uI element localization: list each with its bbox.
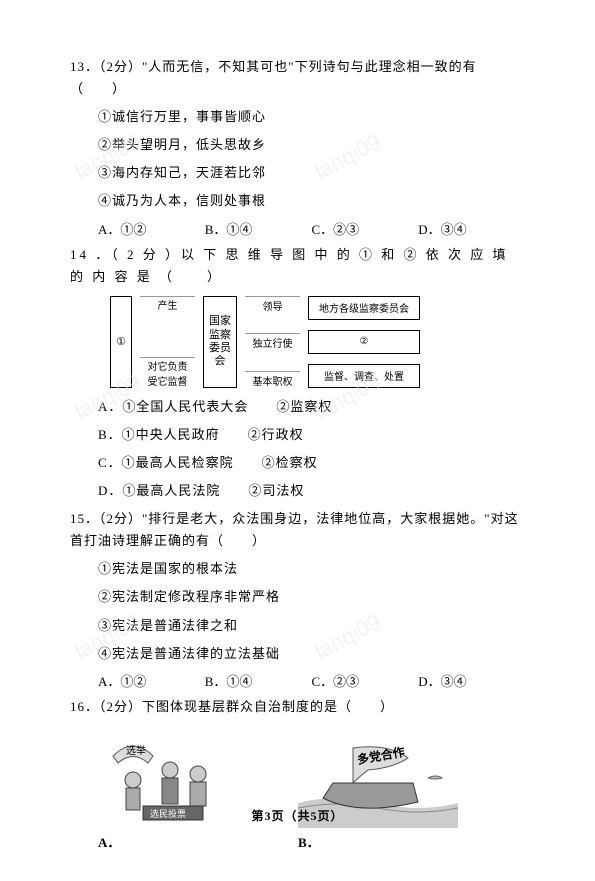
page-footer: 第3页（共5页） [0, 807, 595, 824]
diagram-arrows-left: 产生 对它负责 受它监督 [140, 296, 195, 388]
diagram-center-box: 国家 监察 委员 会 [203, 296, 237, 388]
q16-images: 选举 选民投票 A． [98, 728, 525, 851]
diagram-left-box: ① [110, 296, 132, 388]
diagram-arrows-right: 领导 独立行使 基本职权 [245, 296, 300, 388]
q15-stem: 15．（2分）"排行是老大，众法围身边，法律地位高，大家根据她。"对这首打油诗理… [70, 508, 525, 552]
q14-opt-b[interactable]: B．①中央人民政府 ②行政权 [70, 424, 525, 446]
q14-opt-d[interactable]: D．①最高人民法院 ②司法权 [70, 480, 525, 502]
q16-image-b[interactable]: 多党合作 B． [298, 728, 458, 851]
q13-item-3: ③海内存知己，天涯若比邻 [70, 162, 525, 184]
arrow-exercise: 独立行使 [245, 333, 300, 350]
q15-options: A．①② B．①④ C．②③ D．③④ [98, 671, 525, 690]
q13-item-1: ①诚信行万里，事事皆顺心 [70, 106, 525, 128]
q15-item-4: ④宪法是普通法律的立法基础 [70, 643, 525, 665]
arrow-supervise: 对它负责 受它监督 [140, 357, 195, 388]
q15-item-2: ②宪法制定修改程序非常严格 [70, 586, 525, 608]
right-box-2: ② [308, 330, 420, 354]
q16-image-a[interactable]: 选举 选民投票 A． [98, 728, 238, 851]
q15-opt-a[interactable]: A．①② [98, 671, 205, 690]
q15-item-1: ①宪法是国家的根本法 [70, 558, 525, 580]
q15-opt-c[interactable]: C．②③ [312, 671, 419, 690]
q16-label-b: B． [298, 832, 320, 851]
right-box-1: 地方各级监察委员会 [308, 296, 420, 320]
q16-stem: 16．（2分）下图体现基层群众自治制度的是（ ） [70, 696, 525, 718]
svg-text:选举: 选举 [126, 744, 146, 757]
right-box-3: 监督、调查、处置 [308, 364, 420, 388]
q13-opt-a[interactable]: A．①② [98, 219, 205, 238]
arrow-produce: 产生 [140, 296, 195, 312]
arrow-lead: 领导 [245, 296, 300, 313]
q13-options: A．①② B．①④ C．②③ D．③④ [98, 219, 525, 238]
q14-opt-a[interactable]: A．①全国人民代表大会 ②监察权 [70, 396, 525, 418]
q14-opt-c[interactable]: C．①最高人民检察院 ②检察权 [70, 452, 525, 474]
q13-item-2: ②举头望明月，低头思故乡 [70, 134, 525, 156]
q13-item-4: ④诚乃为人本，信则处事根 [70, 190, 525, 212]
q13-opt-b[interactable]: B．①④ [205, 219, 312, 238]
q15-opt-d[interactable]: D．③④ [418, 671, 525, 690]
q13-opt-c[interactable]: C．②③ [312, 219, 419, 238]
q13-stem: 13．（2分）"人而无信，不知其可也"下列诗句与此理念相一致的有（ ） [70, 56, 525, 100]
diagram-right-boxes: 地方各级监察委员会 ② 监督、调查、处置 [308, 296, 420, 388]
q13-opt-d[interactable]: D．③④ [418, 219, 525, 238]
arrow-duty: 基本职权 [245, 371, 300, 388]
page-content: 13．（2分）"人而无信，不知其可也"下列诗句与此理念相一致的有（ ） ①诚信行… [0, 0, 595, 881]
q14-diagram: ① 产生 对它负责 受它监督 国家 监察 委员 会 领导 独立行使 基本职权 地… [110, 296, 525, 388]
q16-label-a: A． [98, 832, 120, 851]
q14-stem: 14 ．（ 2 分 ）以 下 思 维 导 图 中 的 ① 和 ② 依 次 应 填… [70, 244, 525, 288]
q15-opt-b[interactable]: B．①④ [205, 671, 312, 690]
q15-item-3: ③宪法是普通法律之和 [70, 615, 525, 637]
